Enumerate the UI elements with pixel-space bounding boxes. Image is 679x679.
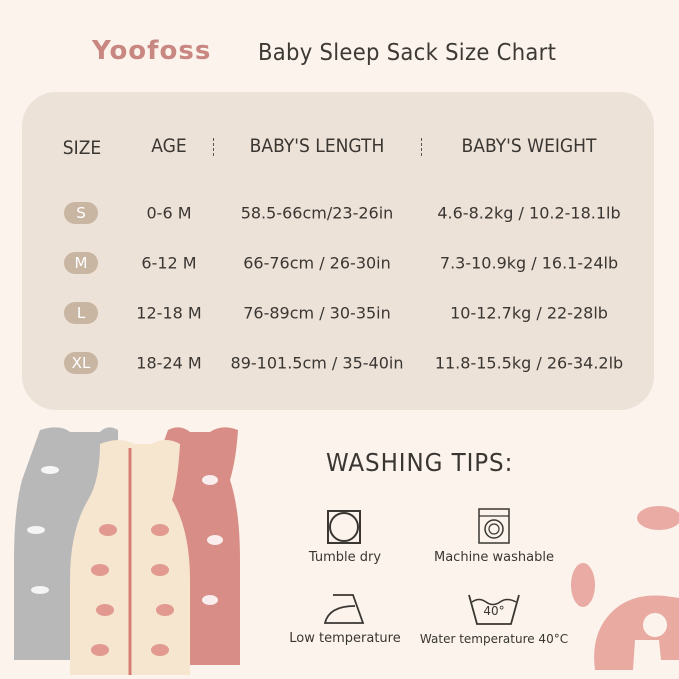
length-cell: 58.5-66cm/23-26in (240, 203, 394, 223)
size-badge: M (64, 252, 98, 274)
sleep-sacks-illustration (14, 427, 240, 675)
age-cell: 12-18 M (136, 303, 202, 323)
weight-cell: 4.6-8.2kg / 10.2-18.1lb (437, 203, 621, 223)
tip-label: Tumble dry (308, 550, 382, 565)
cloud-icon (637, 506, 679, 530)
size-badge: L (64, 302, 98, 324)
wash-temp-label: 40° (483, 604, 505, 618)
column-divider (421, 138, 423, 156)
col-header-weight: BABY'S WEIGHT (461, 135, 597, 157)
age-cell: 0-6 M (146, 203, 192, 223)
length-cell: 89-101.5cm / 35-40in (230, 353, 404, 373)
age-cell: 18-24 M (136, 353, 202, 373)
weight-cell: 11.8-15.5kg / 26-34.2lb (434, 353, 624, 373)
weight-cell: 10-12.7kg / 22-28lb (450, 303, 608, 323)
length-cell: 66-76cm / 26-30in (243, 253, 391, 273)
size-badge: XL (64, 352, 98, 374)
tumble-dry-icon (327, 510, 361, 544)
col-header-age: AGE (151, 135, 187, 157)
tip-label: Low temperature (289, 631, 401, 646)
column-divider (213, 138, 215, 156)
washing-machine-icon (478, 508, 510, 544)
iron-icon (323, 594, 365, 624)
col-header-size: SIZE (62, 137, 102, 159)
tip-label: Machine washable (434, 550, 554, 565)
elephant-illustration (571, 506, 679, 670)
size-badge: S (64, 202, 98, 224)
size-chart-panel (22, 92, 654, 410)
col-header-length: BABY'S LENGTH (249, 135, 385, 157)
tip-label: Water temperature 40°C (419, 632, 569, 646)
brand-logo: Yoofoss (92, 36, 212, 66)
wash-tub-40-icon (468, 594, 520, 625)
age-cell: 6-12 M (141, 253, 197, 273)
weight-cell: 7.3-10.9kg / 16.1-24lb (439, 253, 619, 273)
washing-tips-title: WASHING TIPS: (326, 448, 514, 477)
balloon-icon (571, 563, 595, 607)
length-cell: 76-89cm / 30-35in (243, 303, 391, 323)
page-title: Baby Sleep Sack Size Chart (258, 40, 557, 66)
